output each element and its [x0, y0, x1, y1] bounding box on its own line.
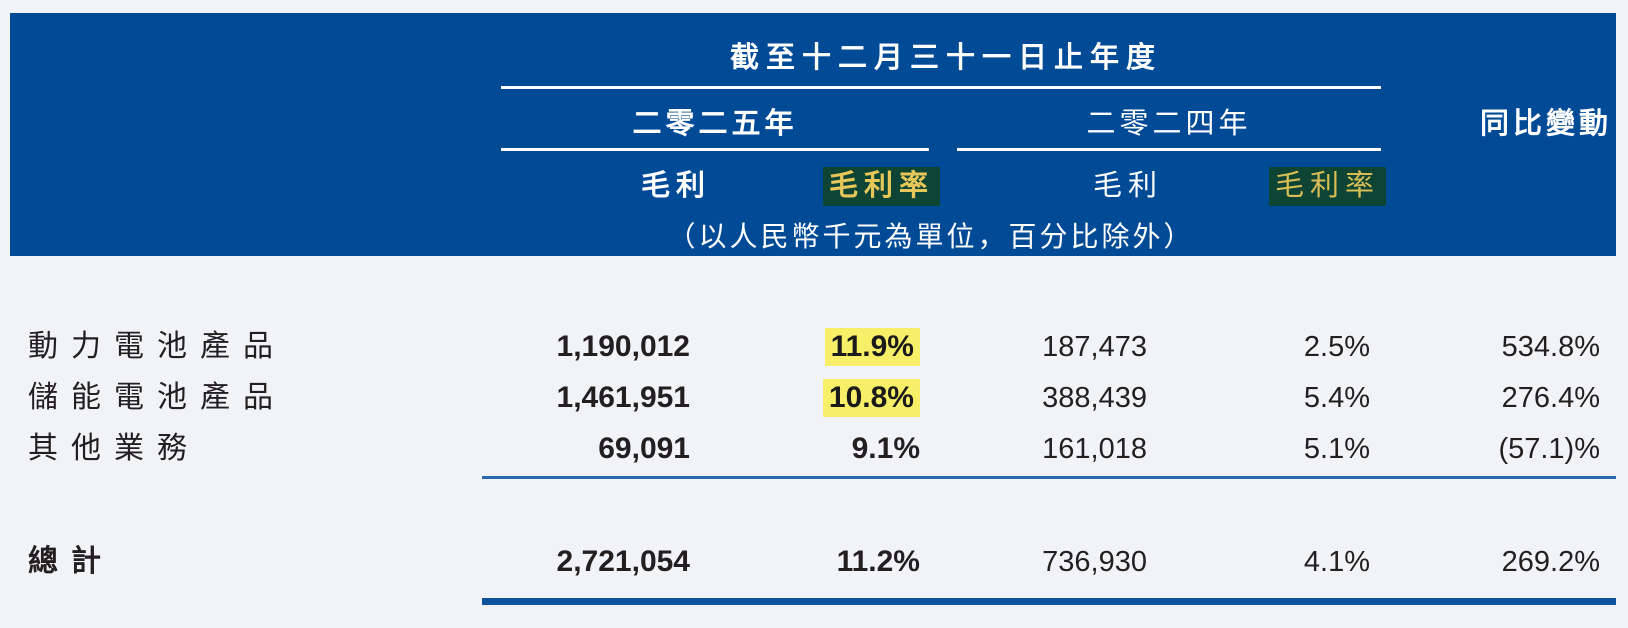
column-header-yoy-change: 同比變動	[1479, 108, 1612, 140]
row-label-power-battery: 動力電池產品	[28, 330, 286, 363]
units-note: （以人民幣千元為單位，百分比除外）	[667, 221, 1195, 252]
cell-gross-profit-2025: 1,461,951	[556, 381, 690, 414]
column-group-year-2024: 二零二四年	[1086, 108, 1252, 140]
cell-gross-margin-2024: 5.4%	[1303, 382, 1370, 414]
search-highlight: 毛利率	[822, 167, 940, 206]
period-title: 截至十二月三十一日止年度	[729, 42, 1162, 74]
total-rule	[482, 598, 1616, 605]
cell-yoy-change: 534.8%	[1501, 331, 1600, 363]
cell-gross-profit-2025: 2,721,054	[556, 545, 690, 578]
cell-gross-profit-2024: 736,930	[1042, 546, 1147, 578]
cell-gross-margin-2025: 11.2%	[836, 545, 920, 578]
cell-gross-margin-2024: 2.5%	[1303, 331, 1370, 363]
cell-gross-profit-2024: 161,018	[1042, 433, 1147, 465]
row-label-other-business: 其他業務	[28, 432, 200, 465]
column-header-gross-margin-2024: 毛利率	[1160, 166, 1386, 206]
search-highlight: 10.8%	[822, 379, 920, 417]
column-group-year-2025: 二零二五年	[632, 108, 798, 140]
cell-gross-profit-2025: 1,190,012	[556, 330, 690, 363]
cell-gross-profit-2024: 187,473	[1042, 331, 1147, 363]
year-2025-underline	[501, 148, 929, 151]
cell-gross-profit-2025: 69,091	[598, 432, 690, 465]
cell-gross-margin-2024: 5.1%	[1303, 433, 1370, 465]
column-header-gross-profit-2025: 毛利	[640, 170, 711, 202]
table-header-band: 截至十二月三十一日止年度 二零二五年 二零二四年 同比變動 毛利 毛利率 毛利 …	[10, 13, 1616, 256]
cell-gross-margin-2025: 10.8%	[715, 379, 920, 417]
search-highlight: 毛利率	[1268, 167, 1386, 206]
row-label-total: 總計	[28, 545, 114, 578]
cell-gross-margin-2025: 9.1%	[851, 432, 920, 465]
cell-yoy-change: 276.4%	[1501, 382, 1600, 414]
title-underline	[501, 86, 1381, 89]
column-header-gross-profit-2024: 毛利	[1092, 170, 1163, 202]
cell-gross-margin-2024: 4.1%	[1303, 546, 1370, 578]
cell-yoy-change: (57.1)%	[1498, 433, 1600, 465]
cell-yoy-change: 269.2%	[1501, 546, 1600, 578]
search-highlight: 11.9%	[824, 328, 920, 366]
column-header-gross-margin-2025: 毛利率	[710, 166, 940, 206]
cell-gross-profit-2024: 388,439	[1042, 382, 1147, 414]
cell-gross-margin-2025: 11.9%	[715, 328, 920, 366]
row-label-energy-storage-battery: 儲能電池產品	[28, 381, 286, 414]
year-2024-underline	[957, 148, 1381, 151]
subtotal-rule	[482, 476, 1616, 479]
